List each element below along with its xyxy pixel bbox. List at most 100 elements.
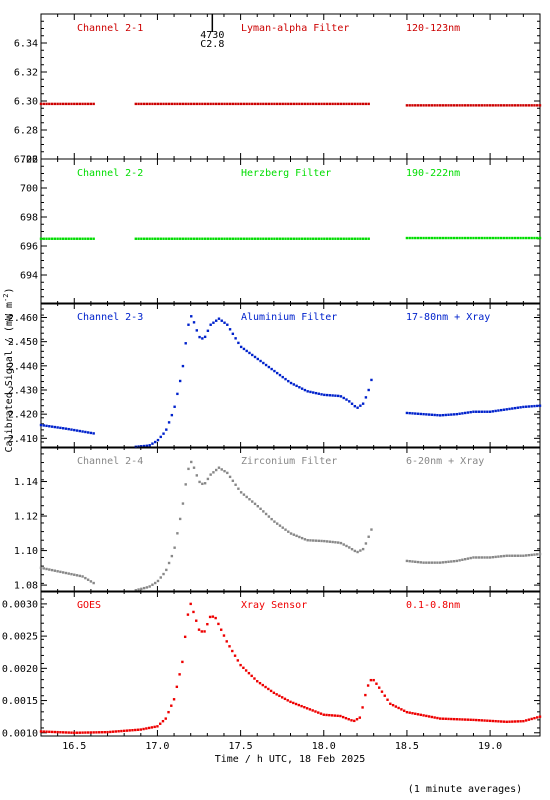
data-point (367, 388, 370, 392)
data-point (281, 526, 284, 529)
data-point (339, 541, 343, 545)
data-point (391, 703, 395, 707)
y-tick-label: 696 (20, 242, 38, 253)
data-point (170, 237, 174, 240)
data-point (386, 698, 389, 701)
data-point (106, 730, 109, 734)
data-point (458, 412, 461, 415)
data-point (347, 718, 350, 721)
data-point (361, 706, 364, 709)
data-point (45, 102, 48, 106)
data-point (154, 581, 157, 585)
data-point (165, 428, 168, 431)
data-point (494, 409, 497, 413)
data-point (61, 237, 65, 240)
data-point (198, 480, 201, 484)
data-point (173, 237, 176, 240)
data-point (67, 102, 70, 106)
y-tick-label: 2.460 (8, 313, 38, 324)
data-point (469, 718, 472, 721)
data-point (477, 719, 481, 722)
data-point (239, 345, 243, 349)
panel-label-3: 190-222nm (406, 168, 460, 179)
y-tick-label: 2.450 (8, 337, 38, 348)
data-point (159, 435, 162, 439)
data-point (215, 319, 218, 322)
data-point (361, 237, 365, 240)
data-point (524, 405, 528, 408)
data-point (439, 414, 442, 417)
data-point (231, 332, 235, 336)
data-point (491, 236, 495, 240)
data-point (444, 413, 447, 417)
data-point (367, 102, 370, 106)
data-point (181, 102, 185, 106)
y-tick-label: 0.0030 (2, 599, 38, 610)
data-point (162, 102, 165, 106)
data-point (209, 102, 212, 106)
data-point (156, 579, 160, 583)
data-point (491, 104, 495, 107)
data-point (53, 425, 57, 429)
data-point (452, 413, 456, 416)
data-point (226, 237, 229, 240)
data-point (369, 678, 373, 682)
data-point (156, 725, 159, 728)
data-point (414, 104, 417, 107)
data-point (447, 413, 450, 416)
data-point (389, 702, 392, 705)
data-point (162, 572, 165, 576)
data-point (350, 102, 354, 106)
data-point (477, 556, 481, 559)
data-point (350, 237, 354, 240)
data-point (300, 387, 304, 390)
data-point (325, 237, 329, 240)
data-point (323, 393, 326, 397)
data-point (223, 237, 226, 240)
data-point (212, 471, 215, 474)
data-point (475, 104, 478, 107)
data-point (192, 466, 196, 469)
y-tick-label: 694 (20, 271, 38, 282)
data-point (295, 534, 298, 538)
data-point (206, 237, 210, 240)
data-point (219, 628, 223, 631)
data-point (292, 383, 296, 386)
data-point (86, 578, 90, 581)
data-point (258, 681, 262, 685)
data-point (408, 236, 411, 240)
data-point (511, 407, 514, 410)
data-point (472, 104, 475, 107)
data-point (425, 561, 428, 564)
data-point (383, 694, 386, 697)
data-point (433, 561, 436, 564)
data-point (92, 581, 95, 585)
data-point (538, 236, 542, 240)
data-point (317, 711, 320, 714)
data-point (195, 619, 198, 622)
data-point (253, 237, 257, 240)
data-point (511, 104, 514, 107)
data-point (345, 102, 348, 106)
data-point (248, 237, 251, 240)
data-point (494, 719, 497, 723)
x-tick-label: 18.5 (395, 741, 419, 752)
data-point (233, 654, 237, 657)
data-point (499, 104, 503, 107)
y-tick-label: 0.0025 (2, 632, 38, 643)
data-point (488, 410, 492, 413)
data-point (317, 392, 320, 395)
panel-frame (40, 302, 541, 449)
data-point (447, 560, 450, 563)
data-point (538, 715, 542, 718)
data-point (283, 697, 287, 701)
data-point (452, 717, 456, 721)
data-point (109, 730, 112, 734)
data-point (289, 381, 293, 385)
data-point (527, 405, 531, 408)
data-point (100, 731, 104, 734)
data-point (164, 717, 167, 720)
data-point (281, 237, 284, 240)
data-point (361, 402, 365, 405)
data-point (475, 556, 478, 559)
